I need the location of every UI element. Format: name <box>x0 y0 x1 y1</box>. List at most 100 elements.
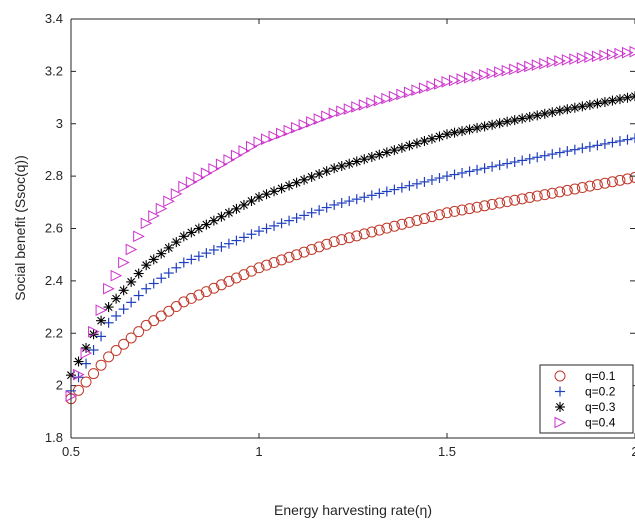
y-tick-label: 2.2 <box>45 325 63 340</box>
data-point <box>457 126 468 137</box>
data-point <box>133 230 145 243</box>
y-tick-label: 2 <box>56 378 63 393</box>
data-point <box>238 269 250 281</box>
data-point <box>111 293 122 304</box>
data-point <box>577 101 588 112</box>
data-point <box>163 268 174 279</box>
data-point <box>502 116 513 127</box>
data-point <box>622 134 633 145</box>
data-point <box>351 101 363 113</box>
data-point <box>554 55 566 67</box>
data-point <box>411 214 423 226</box>
data-point <box>253 136 266 148</box>
data-point <box>329 199 340 210</box>
data-point <box>381 147 392 158</box>
data-point <box>351 156 362 167</box>
data-point <box>576 52 589 64</box>
data-point <box>186 254 197 265</box>
data-point <box>622 92 633 103</box>
data-point <box>524 111 535 122</box>
data-point <box>502 158 513 169</box>
data-point <box>95 359 107 371</box>
data-point <box>351 230 363 242</box>
data-point <box>426 211 438 223</box>
data-point <box>336 234 348 246</box>
data-point <box>396 88 408 101</box>
data-point <box>291 121 303 134</box>
data-point <box>253 262 265 274</box>
data-point <box>314 169 325 180</box>
data-point <box>126 297 137 308</box>
data-point <box>284 215 295 226</box>
data-point <box>276 218 287 229</box>
data-point <box>419 136 430 147</box>
data-point <box>487 119 498 130</box>
data-point <box>494 197 506 209</box>
data-point <box>569 144 580 155</box>
data-point <box>321 238 333 250</box>
data-point <box>238 199 249 210</box>
data-point <box>396 218 408 230</box>
data-point <box>501 196 513 208</box>
data-point <box>449 74 461 87</box>
data-point <box>442 129 452 140</box>
data-point <box>216 241 227 252</box>
legend-marker <box>555 386 565 397</box>
legend-entry: q=0.2 <box>585 385 616 399</box>
data-point <box>606 176 618 188</box>
legend: q=0.1 q=0.2q=0.3 q=0.4 <box>539 364 634 434</box>
data-point <box>614 94 625 105</box>
data-point <box>178 231 189 242</box>
data-point <box>434 131 445 142</box>
data-point <box>532 152 543 163</box>
data-point <box>245 140 258 153</box>
data-point <box>532 110 543 121</box>
data-point <box>629 171 635 183</box>
data-point <box>148 210 160 222</box>
data-point <box>539 108 550 119</box>
y-tick-label: 3.2 <box>45 63 63 78</box>
data-point <box>494 118 505 129</box>
data-point <box>576 182 588 194</box>
data-point <box>606 48 619 61</box>
data-point <box>591 50 604 63</box>
data-point <box>509 115 520 126</box>
x-tick-label: 1 <box>255 444 262 459</box>
data-point <box>472 164 483 175</box>
data-point <box>96 315 107 326</box>
data-point <box>216 211 227 222</box>
data-point <box>156 273 167 284</box>
data-point <box>599 177 611 189</box>
data-point <box>156 248 167 259</box>
data-point <box>531 190 543 202</box>
data-point <box>81 342 92 353</box>
data-point <box>148 278 159 289</box>
ticks-layer: 0.5 1 1.5 2 1.8 2 2.2 2.4 2.6 2.8 3 3.2 3.4 <box>45 11 635 459</box>
data-point <box>614 174 626 186</box>
data-point <box>343 103 356 115</box>
data-point <box>546 56 559 69</box>
y-tick-label: 2.6 <box>45 221 63 236</box>
data-point <box>494 66 506 78</box>
x-tick-label: 0.5 <box>62 444 80 459</box>
data-point <box>148 254 159 265</box>
data-point <box>269 220 280 231</box>
data-point <box>524 60 536 73</box>
data-point <box>516 62 529 74</box>
data-point <box>238 232 249 243</box>
data-point <box>291 177 302 188</box>
data-point <box>223 154 236 166</box>
data-point <box>103 317 114 328</box>
data-point <box>299 174 310 185</box>
data-point <box>328 236 340 248</box>
data-point <box>547 149 558 160</box>
data-point <box>464 124 475 135</box>
data-point <box>569 53 581 65</box>
data-point <box>185 292 197 304</box>
data-point <box>298 118 311 131</box>
data-point <box>201 248 212 259</box>
data-point <box>471 201 483 213</box>
data-point <box>336 198 347 209</box>
